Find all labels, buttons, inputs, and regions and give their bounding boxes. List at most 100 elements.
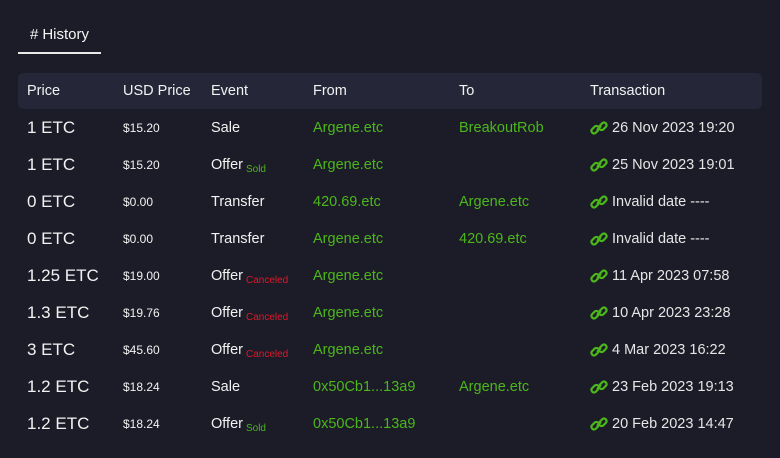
to-link[interactable]: BreakoutRob <box>459 119 544 136</box>
usd-price: $15.20 <box>123 120 160 135</box>
transaction-link[interactable]: 25 Nov 2023 19:01 <box>590 146 735 183</box>
transaction-date: 4 Mar 2023 16:22 <box>612 341 726 358</box>
usd-price: $0.00 <box>123 231 154 246</box>
header-transaction[interactable]: Transaction <box>590 83 666 99</box>
header-to[interactable]: To <box>459 83 475 99</box>
transaction-date: Invalid date ---- <box>612 230 710 247</box>
table-row: 1.2 ETC $18.24 Sale 0x50Cb1...13a9 Argene.et… <box>18 368 762 405</box>
event: Sale <box>211 368 240 405</box>
transaction-date: 20 Feb 2023 14:47 <box>612 415 734 432</box>
from-link[interactable]: Argene.etc <box>313 341 384 358</box>
history-table: Price USD Price Event From To Transactio… <box>18 73 762 442</box>
link-icon[interactable] <box>590 417 608 431</box>
usd-price: $0.00 <box>123 194 154 209</box>
table-row: 1.2 ETC $18.24 Offer Sold 0x50Cb1...13a9 20 F… <box>18 405 762 442</box>
link-icon[interactable] <box>590 269 608 283</box>
usd-price: $18.24 <box>123 416 160 431</box>
header-price[interactable]: Price <box>27 83 61 99</box>
transaction-link[interactable]: 10 Apr 2023 23:28 <box>590 294 731 331</box>
table-row: 1 ETC $15.20 Sale Argene.etc BreakoutRob 26 N… <box>18 109 762 146</box>
transaction-date: 23 Feb 2023 19:13 <box>612 378 734 395</box>
link-icon[interactable] <box>590 121 608 135</box>
transaction-link[interactable]: 23 Feb 2023 19:13 <box>590 368 734 405</box>
from-link[interactable]: Argene.etc <box>313 119 384 136</box>
link-icon[interactable] <box>590 343 608 357</box>
table-body: 1 ETC $15.20 Sale Argene.etc BreakoutRob 26 N… <box>18 109 762 442</box>
from-link[interactable]: Argene.etc <box>313 230 384 247</box>
status-badge: Sold <box>245 164 266 175</box>
event: Transfer <box>211 220 264 257</box>
tab-history[interactable]: # History <box>18 22 101 54</box>
event-type: Sale <box>211 378 241 395</box>
transaction-date: 10 Apr 2023 23:28 <box>612 304 731 321</box>
link-icon[interactable] <box>590 232 608 246</box>
link-icon[interactable] <box>590 158 608 172</box>
price: 1 ETC <box>27 154 76 174</box>
status-badge: Sold <box>245 423 266 434</box>
transaction-date: 11 Apr 2023 07:58 <box>612 267 730 284</box>
usd-price: $19.00 <box>123 268 160 283</box>
table-row: 3 ETC $45.60 Offer Canceled Argene.etc 4 Mar … <box>18 331 762 368</box>
event-type: Transfer <box>211 230 265 247</box>
to-link[interactable]: Argene.etc <box>459 193 530 210</box>
event: Offer Canceled <box>211 331 288 368</box>
event-type: Sale <box>211 119 241 136</box>
price: 1.2 ETC <box>27 376 90 396</box>
from-link[interactable]: 0x50Cb1...13a9 <box>313 378 416 395</box>
price: 0 ETC <box>27 228 76 248</box>
transaction-date: Invalid date ---- <box>612 193 710 210</box>
hash-icon: # <box>29 26 39 43</box>
header-from[interactable]: From <box>313 83 347 99</box>
event-type: Offer <box>211 415 243 432</box>
to-link[interactable]: Argene.etc <box>459 378 530 395</box>
from-link[interactable]: 0x50Cb1...13a9 <box>313 415 416 432</box>
price: 1 ETC <box>27 117 76 137</box>
from-link[interactable]: Argene.etc <box>313 304 384 321</box>
event: Sale <box>211 109 240 146</box>
event: Offer Canceled <box>211 294 288 331</box>
header-event[interactable]: Event <box>211 83 249 99</box>
table-row: 1.25 ETC $19.00 Offer Canceled Argene.etc 11 … <box>18 257 762 294</box>
transaction-date: 25 Nov 2023 19:01 <box>612 156 735 173</box>
table-row: 0 ETC $0.00 Transfer Argene.etc 420.69.etc In… <box>18 220 762 257</box>
status-badge: Canceled <box>245 312 289 323</box>
transaction-link[interactable]: 11 Apr 2023 07:58 <box>590 257 729 294</box>
event-type: Offer <box>211 267 243 284</box>
price: 0 ETC <box>27 191 76 211</box>
link-icon[interactable] <box>590 195 608 209</box>
transaction-link[interactable]: 26 Nov 2023 19:20 <box>590 109 735 146</box>
event: Offer Sold <box>211 405 266 442</box>
to-link[interactable]: 420.69.etc <box>459 230 527 247</box>
link-icon[interactable] <box>590 306 608 320</box>
header-usd-price[interactable]: USD Price <box>123 83 191 99</box>
usd-price: $15.20 <box>123 157 160 172</box>
event-type: Offer <box>211 304 243 321</box>
price: 3 ETC <box>27 339 76 359</box>
status-badge: Canceled <box>245 275 289 286</box>
event: Offer Canceled <box>211 257 288 294</box>
tab-label: History <box>42 26 89 43</box>
event: Offer Sold <box>211 146 266 183</box>
event: Transfer <box>211 183 264 220</box>
transaction-link[interactable]: 4 Mar 2023 16:22 <box>590 331 726 368</box>
table-row: 1.3 ETC $19.76 Offer Canceled Argene.etc 10 A… <box>18 294 762 331</box>
from-link[interactable]: Argene.etc <box>313 156 384 173</box>
table-row: 0 ETC $0.00 Transfer 420.69.etc Argene.etc In… <box>18 183 762 220</box>
transaction-link[interactable]: 20 Feb 2023 14:47 <box>590 405 734 442</box>
usd-price: $45.60 <box>123 342 160 357</box>
usd-price: $18.24 <box>123 379 160 394</box>
link-icon[interactable] <box>590 380 608 394</box>
table-header: Price USD Price Event From To Transactio… <box>18 73 762 109</box>
from-link[interactable]: 420.69.etc <box>313 193 381 210</box>
price: 1.25 ETC <box>27 265 99 285</box>
transaction-link[interactable]: Invalid date ---- <box>590 220 710 257</box>
usd-price: $19.76 <box>123 305 160 320</box>
from-link[interactable]: Argene.etc <box>313 267 384 284</box>
table-row: 1 ETC $15.20 Offer Sold Argene.etc 25 Nov 202… <box>18 146 762 183</box>
price: 1.3 ETC <box>27 302 90 322</box>
transaction-link[interactable]: Invalid date ---- <box>590 183 710 220</box>
event-type: Transfer <box>211 193 265 210</box>
event-type: Offer <box>211 156 243 173</box>
event-type: Offer <box>211 341 243 358</box>
status-badge: Canceled <box>245 349 289 360</box>
